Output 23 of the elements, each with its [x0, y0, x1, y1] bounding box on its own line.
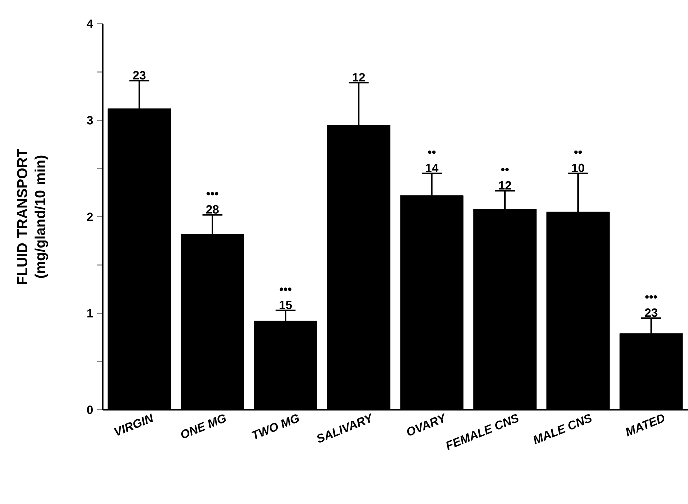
y-tick-label: 2 [87, 212, 94, 222]
y-tick-label: 1 [88, 309, 94, 318]
annotation: 23 [133, 71, 146, 80]
annotation: •• [428, 150, 436, 154]
x-tick-label: ONE MG [181, 414, 226, 438]
x-tick-label: TWO MG [252, 414, 300, 440]
annotation: •• [501, 168, 509, 172]
annotation: •• [574, 150, 582, 154]
annotation: ••• [206, 192, 219, 196]
annotation: 12 [353, 73, 366, 82]
annotation: ••• [280, 288, 292, 292]
annotation: 12 [499, 181, 512, 190]
annotation: ••• [646, 295, 658, 299]
y-tick-label: 0 [87, 406, 94, 414]
x-tick-label: MALE CNS [534, 414, 592, 445]
annotation: 15 [280, 301, 292, 310]
y-axis-title: FLUID TRANSPORT (mg/gland/10 min) [17, 149, 48, 284]
annotation: 23 [645, 308, 658, 318]
y-tick-label: 4 [87, 20, 94, 28]
annotation: 28 [206, 205, 219, 214]
annotation: 10 [572, 164, 584, 172]
annotation: 14 [426, 164, 439, 172]
y-tick-label: 3 [87, 116, 94, 125]
